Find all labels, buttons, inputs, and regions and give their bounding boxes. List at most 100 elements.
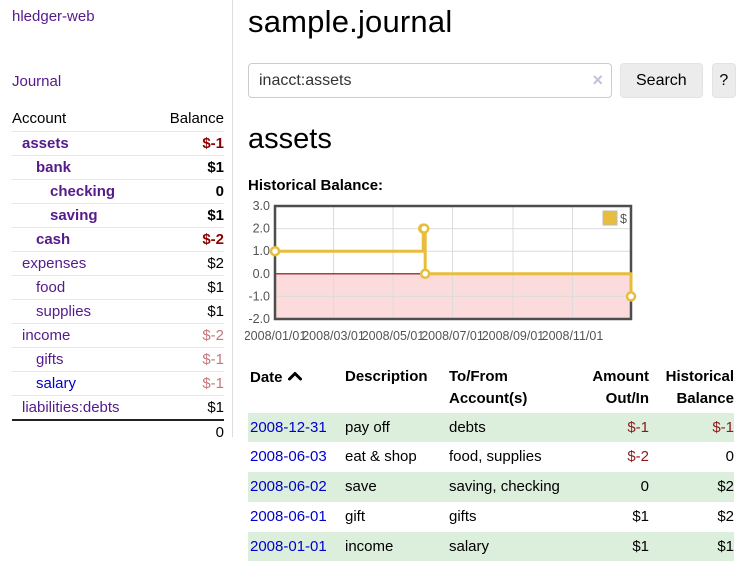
transaction-balance: 0 — [725, 448, 734, 466]
col-header-date[interactable]: Date — [248, 363, 345, 413]
chart-label: Historical Balance: — [248, 177, 384, 194]
svg-text:2.0: 2.0 — [253, 222, 270, 236]
help-button[interactable]: ? — [711, 63, 736, 98]
transaction-date-link[interactable]: 2008-01-01 — [250, 537, 327, 555]
col-header-description: Description — [345, 368, 428, 385]
clear-search-icon[interactable]: × — [592, 70, 603, 90]
transaction-accounts: salary — [449, 531, 579, 562]
account-balance: $-2 — [152, 227, 224, 252]
transaction-balance: $1 — [649, 531, 734, 562]
accounts-header-balance: Balance — [169, 110, 224, 127]
account-heading: assets — [248, 123, 332, 155]
transaction-accounts: gifts — [449, 507, 477, 525]
account-row: bank $1 — [12, 155, 224, 180]
account-link-bank[interactable]: bank — [36, 159, 72, 176]
search-button[interactable]: Search — [620, 63, 703, 98]
account-balance: $-1 — [152, 347, 224, 372]
svg-text:2008/01/01: 2008/01/01 — [245, 329, 306, 343]
account-link-expenses[interactable]: expenses — [22, 255, 87, 272]
accounts-total-row: 0 — [12, 419, 224, 444]
account-balance: 0 — [152, 179, 224, 204]
accounts-total-spacer — [12, 419, 153, 444]
account-link-checking[interactable]: checking — [50, 183, 116, 200]
transaction-row: 2008-06-01 gift gifts $1 $2 — [248, 502, 734, 532]
search-bar: × Search ? — [248, 63, 736, 98]
page-title: sample.journal — [248, 4, 453, 39]
account-link-saving[interactable]: saving — [50, 207, 98, 224]
svg-text:2008/05/01: 2008/05/01 — [362, 329, 425, 343]
transaction-accounts: food, supplies — [449, 448, 542, 466]
sidebar: hledger-web Journal Account Balance asse… — [0, 0, 233, 444]
account-balance: $1 — [152, 395, 224, 420]
account-row: assets $-1 — [12, 131, 224, 156]
transaction-date-link[interactable]: 2008-06-02 — [250, 478, 327, 495]
account-row: cash $-2 — [12, 227, 224, 252]
account-row: income $-2 — [12, 323, 224, 348]
account-balance: $1 — [152, 299, 224, 324]
transaction-description: save — [345, 472, 449, 502]
transaction-row: 2008-06-02 save saving, checking 0 $2 — [248, 472, 734, 502]
account-balance: $-1 — [152, 371, 224, 396]
col-header-amount: Amount Out/In — [592, 368, 649, 407]
account-link-liabilities-debts[interactable]: liabilities:debts — [22, 399, 120, 416]
svg-text:2008/07/01: 2008/07/01 — [421, 329, 484, 343]
transaction-accounts: saving, checking — [449, 472, 579, 502]
transaction-amount: $-1 — [579, 412, 649, 443]
account-link-food[interactable]: food — [36, 279, 66, 296]
account-balance: $-1 — [152, 131, 224, 156]
svg-text:2008/03/01: 2008/03/01 — [302, 329, 365, 343]
account-row: liabilities:debts $1 — [12, 395, 224, 420]
app-title-link[interactable]: hledger-web — [12, 8, 95, 25]
transaction-date-link[interactable]: 2008-12-31 — [250, 418, 327, 436]
col-header-balance: Historical Balance — [665, 368, 734, 407]
account-balance: $1 — [152, 275, 224, 300]
svg-text:1.0: 1.0 — [253, 244, 270, 258]
accounts-total-value: 0 — [152, 419, 224, 444]
transactions-header-row: Date Description To/From Account(s) Amou… — [248, 363, 734, 413]
account-row: salary $-1 — [12, 371, 224, 396]
accounts-table-body: assets $-1 bank $1 checking 0 saving $1 cash $-2 e… — [12, 131, 224, 420]
sort-asc-icon — [287, 366, 302, 388]
transaction-amount: $-2 — [627, 448, 649, 466]
transactions-table: Date Description To/From Account(s) Amou… — [248, 363, 734, 562]
account-link-supplies[interactable]: supplies — [36, 303, 92, 320]
transaction-row: 2008-06-03 eat & shop food, supplies $-2 0 — [248, 442, 734, 472]
accounts-header-account: Account — [12, 110, 67, 127]
col-header-accounts: To/From Account(s) — [449, 368, 528, 407]
account-row: gifts $-1 — [12, 347, 224, 372]
transaction-balance: $-1 — [649, 412, 734, 443]
transaction-date-link[interactable]: 2008-06-01 — [250, 507, 327, 525]
sidebar-item-journal[interactable]: Journal — [12, 73, 62, 90]
account-link-salary[interactable]: salary — [36, 375, 77, 392]
account-row: expenses $2 — [12, 251, 224, 276]
svg-text:3.0: 3.0 — [253, 201, 270, 213]
balance-chart[interactable]: $3.0 2.0 1.0 0.0 -1.0 -2.0 2008/01/01 2008/03/0… — [244, 199, 637, 347]
accounts-table: Account Balance assets $-1 bank $1 checking 0… — [12, 108, 224, 444]
transaction-date-link[interactable]: 2008-06-03 — [250, 448, 327, 466]
account-link-cash[interactable]: cash — [36, 231, 71, 248]
transaction-balance: $2 — [649, 472, 734, 502]
account-balance: $1 — [152, 203, 224, 228]
transaction-amount: $1 — [579, 531, 649, 562]
sidebar-nav: Journal — [12, 73, 224, 91]
svg-text:-1.0: -1.0 — [248, 289, 270, 303]
search-input-wrap: × — [248, 63, 612, 98]
svg-text:2008/09/01: 2008/09/01 — [482, 329, 545, 343]
search-input[interactable] — [248, 63, 612, 98]
account-balance: $1 — [152, 155, 224, 180]
transaction-accounts: debts — [449, 412, 579, 443]
account-link-assets[interactable]: assets — [22, 135, 69, 152]
account-link-gifts[interactable]: gifts — [36, 351, 64, 368]
account-row: supplies $1 — [12, 299, 224, 324]
account-row: checking 0 — [12, 179, 224, 204]
transaction-row: 2008-12-31 pay off debts $-1 $-1 — [248, 412, 734, 443]
svg-text:0.0: 0.0 — [253, 267, 270, 281]
account-balance: $-2 — [152, 323, 224, 348]
svg-text:-2.0: -2.0 — [248, 312, 270, 326]
account-row: saving $1 — [12, 203, 224, 228]
svg-text:2008/11/01: 2008/11/01 — [542, 329, 604, 343]
account-link-income[interactable]: income — [22, 327, 71, 344]
transaction-amount: 0 — [579, 472, 649, 502]
main-content: sample.journal × Search ? assets Histori… — [244, 0, 736, 562]
transactions-table-body: 2008-12-31 pay off debts $-1 $-1 2008-06-03 ea… — [248, 412, 734, 562]
